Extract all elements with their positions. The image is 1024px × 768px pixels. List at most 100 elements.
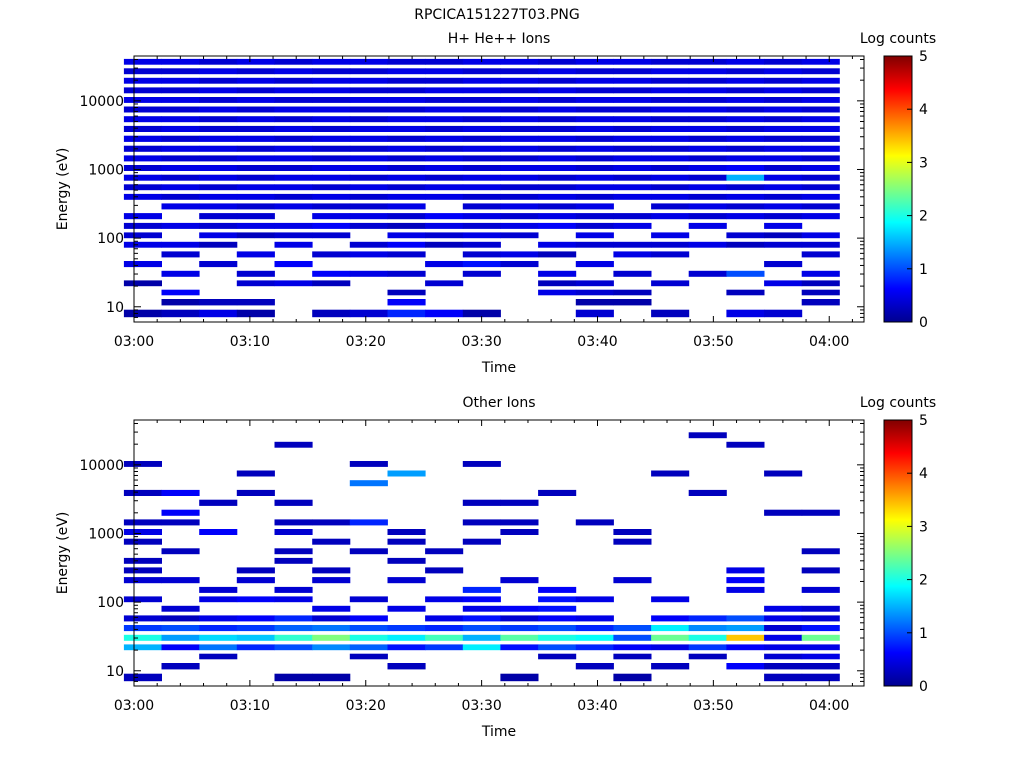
heatmap-cell — [651, 125, 690, 132]
heatmap-cell — [500, 203, 539, 210]
heatmap-cell — [161, 58, 200, 65]
heatmap-cell — [613, 87, 652, 94]
heatmap-cell — [726, 97, 765, 103]
heatmap-cell — [764, 470, 803, 477]
heatmap-cell — [575, 615, 614, 622]
heatmap-cell — [123, 165, 162, 171]
heatmap-cell — [500, 644, 539, 651]
heatmap-cell — [387, 87, 426, 94]
heatmap-cell — [651, 615, 690, 622]
heatmap-cell — [462, 241, 501, 248]
heatmap-cell — [726, 663, 765, 670]
heatmap-cell — [236, 270, 275, 277]
heatmap-cell — [425, 222, 464, 229]
heatmap-cell — [500, 213, 539, 220]
heatmap-cell — [274, 125, 313, 132]
heatmap-cell — [500, 529, 539, 535]
heatmap-cell — [123, 125, 162, 132]
heatmap-cell — [199, 653, 238, 660]
heatmap-cell — [726, 116, 765, 123]
heatmap-cell — [349, 68, 388, 75]
heatmap-cell — [425, 634, 464, 641]
heatmap-cell — [462, 77, 501, 84]
heatmap-cell — [274, 58, 313, 65]
heatmap-cell — [236, 145, 275, 152]
heatmap-cell — [726, 634, 765, 641]
x-axis-label: Time — [481, 360, 516, 376]
heatmap-cell — [425, 615, 464, 622]
heatmap-cell — [651, 184, 690, 191]
heatmap-cell — [726, 289, 765, 296]
heatmap-cell — [500, 673, 539, 682]
heatmap-cell — [575, 174, 614, 181]
heatmap-cell — [575, 155, 614, 162]
heatmap-cell — [462, 251, 501, 258]
heatmap-cell — [274, 241, 313, 248]
heatmap-cell — [613, 673, 652, 682]
heatmap-cell — [161, 125, 200, 132]
heatmap-cell — [500, 174, 539, 181]
colorbar-tick-label: 1 — [919, 262, 928, 278]
heatmap-cell — [161, 615, 200, 622]
heatmap-cell — [764, 184, 803, 191]
heatmap-cell — [161, 241, 200, 248]
heatmap-cell — [688, 615, 727, 622]
heatmap-cell — [161, 251, 200, 258]
heatmap-cell — [312, 232, 351, 239]
heatmap-cell — [801, 106, 840, 113]
heatmap-cell — [236, 116, 275, 123]
y-tick-label: 10 — [106, 300, 124, 316]
heatmap-cell — [462, 634, 501, 641]
heatmap-cell — [425, 309, 464, 318]
heatmap-cell — [161, 203, 200, 210]
heatmap-cell — [613, 135, 652, 142]
heatmap-cell — [613, 58, 652, 65]
heatmap-cell — [764, 644, 803, 651]
heatmap-cell — [123, 87, 162, 94]
heatmap-cell — [236, 135, 275, 142]
heatmap-cell — [688, 270, 727, 277]
panel-title: Other Ions — [462, 395, 535, 411]
heatmap-cell — [161, 548, 200, 555]
heatmap-cell — [801, 663, 840, 670]
heatmap-cell — [349, 653, 388, 660]
heatmap-cell — [538, 653, 577, 660]
heatmap-cell — [349, 548, 388, 555]
heatmap-cell — [726, 644, 765, 651]
heatmap-cell — [613, 193, 652, 200]
heatmap-cell — [123, 174, 162, 181]
heatmap-cell — [425, 567, 464, 574]
heatmap-cell — [801, 174, 840, 181]
heatmap-cell — [801, 97, 840, 103]
heatmap-cell — [425, 97, 464, 103]
heatmap-cell — [274, 77, 313, 84]
heatmap-cell — [688, 241, 727, 248]
heatmap-cell — [801, 241, 840, 248]
heatmap-cell — [575, 125, 614, 132]
heatmap-cell — [500, 135, 539, 142]
heatmap-cell — [801, 58, 840, 65]
heatmap-cell — [123, 135, 162, 142]
heatmap-cell — [538, 270, 577, 277]
heatmap-cell — [538, 241, 577, 248]
heatmap-cell — [688, 213, 727, 220]
heatmap-cell — [726, 270, 765, 277]
heatmap-cell — [726, 135, 765, 142]
heatmap-cell — [199, 135, 238, 142]
heatmap-cell — [613, 270, 652, 277]
heatmap-cell — [387, 155, 426, 162]
heatmap-cell — [425, 232, 464, 239]
heatmap-cell — [199, 586, 238, 593]
heatmap-cell — [764, 653, 803, 660]
heatmap-cell — [425, 193, 464, 200]
heatmap-cell — [575, 299, 614, 306]
colorbar-label: Log counts — [860, 31, 936, 47]
heatmap-cell — [462, 135, 501, 142]
heatmap-cell — [651, 203, 690, 210]
heatmap-cell — [651, 97, 690, 103]
heatmap-cell — [425, 106, 464, 113]
heatmap-cell — [199, 299, 238, 306]
heatmap-cell — [199, 87, 238, 94]
heatmap-cell — [462, 68, 501, 75]
heatmap-cell — [538, 586, 577, 593]
